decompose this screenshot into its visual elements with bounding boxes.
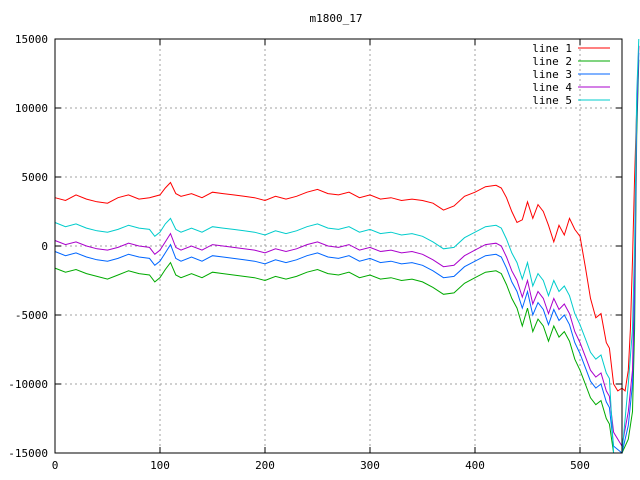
grid — [55, 39, 622, 453]
y-tick-label: 0 — [41, 240, 48, 253]
chart-title: m1800_17 — [310, 12, 363, 25]
plot-area — [54, 38, 640, 454]
axis-ticks: 0 100 200 300 400 500 -15000 -10000 -5000 0 5000 10… — [8, 33, 622, 472]
x-tick-label: 400 — [465, 459, 485, 472]
series-line-5 — [54, 38, 640, 454]
legend-label: line 2 — [532, 55, 572, 68]
y-tick-label: -10000 — [8, 378, 48, 391]
y-tick-label: 15000 — [15, 33, 48, 46]
legend-label: line 4 — [532, 81, 572, 94]
legend-label: line 1 — [532, 42, 572, 55]
x-tick-label: 200 — [255, 459, 275, 472]
y-tick-label: -15000 — [8, 447, 48, 460]
series-line-2 — [54, 59, 640, 454]
series-line-4 — [54, 45, 640, 448]
legend-label: line 5 — [532, 94, 572, 107]
legend-label: line 3 — [532, 68, 572, 81]
x-tick-label: 300 — [360, 459, 380, 472]
series-line-3 — [54, 52, 640, 454]
series-line-1 — [54, 45, 640, 392]
x-tick-label: 500 — [570, 459, 590, 472]
x-tick-label: 0 — [52, 459, 59, 472]
y-tick-label: -5000 — [15, 309, 48, 322]
x-tick-label: 100 — [150, 459, 170, 472]
plot-frame — [54, 38, 623, 454]
y-tick-label: 10000 — [15, 102, 48, 115]
y-tick-label: 5000 — [22, 171, 49, 184]
